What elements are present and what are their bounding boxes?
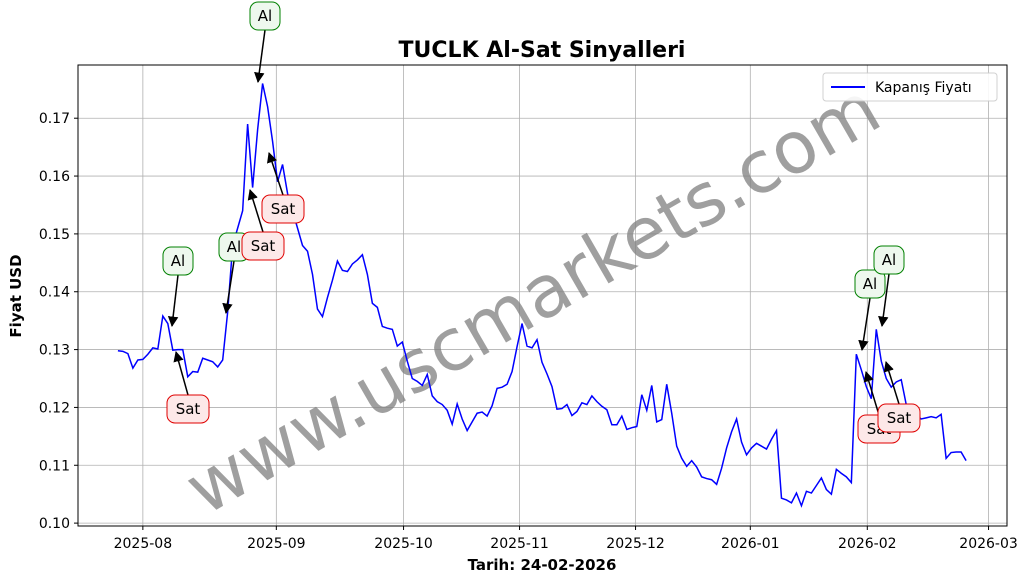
signal-label: Al [171,252,185,270]
signal-box [873,245,905,275]
plot-frame [77,64,1008,527]
signal-label: Sat [271,200,296,218]
x-tick-label: 2025-12 [606,536,665,552]
signal-arrow [167,274,179,328]
signal-label: Al [227,238,241,256]
signal-box [261,194,305,224]
signal-arrow [173,350,189,396]
x-axis-label: Tarih: 24-02-2026 [468,556,617,574]
signal-label: Al [882,251,896,269]
signal-label: Sat [251,237,276,255]
signal-arrow [254,29,266,84]
x-tick-label: 2026-02 [838,536,897,552]
x-tick-label: 2026-03 [959,536,1018,552]
legend-label: Kapanış Fiyatı [875,80,972,96]
signal-arrow [863,370,880,416]
signal-box [249,1,281,31]
y-tick-label: 0.11 [39,458,70,474]
y-tick-label: 0.12 [39,400,70,416]
x-tick-label: 2025-11 [490,536,549,552]
signal-arrow [878,273,890,328]
signal-box [854,269,886,299]
signal-label: Sat [176,400,201,418]
y-tick-label: 0.10 [39,516,70,532]
signal-arrow [247,188,264,233]
x-tick-label: 2025-08 [114,536,173,552]
y-tick-label: 0.15 [39,227,70,243]
y-axis-label: Fiyat USD [7,254,25,337]
signal-box [241,231,285,261]
y-tick-label: 0.17 [39,111,70,127]
x-tick-label: 2025-10 [374,536,433,552]
signal-arrow [222,260,235,315]
signal-label: Al [258,7,272,25]
price-line [117,83,967,508]
signal-label: Sat [887,409,912,427]
chart-title: TUCLK Al-Sat Sinyalleri [399,38,686,63]
signal-box [162,246,194,276]
signal-arrow [858,297,871,352]
signal-arrow [883,360,900,405]
signal-box [166,394,210,424]
legend-box [822,72,998,102]
x-tick-label: 2025-09 [247,536,306,552]
x-tick-label: 2026-01 [721,536,780,552]
y-tick-label: 0.16 [39,169,70,185]
signal-arrow [267,152,284,196]
y-tick-label: 0.14 [39,285,70,301]
signal-box [877,403,921,433]
y-tick-label: 0.13 [39,343,70,359]
signal-label: Al [863,275,877,293]
